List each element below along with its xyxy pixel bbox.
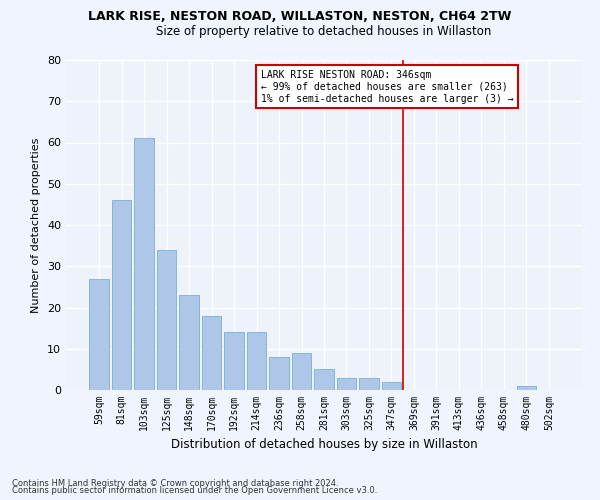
Bar: [247, 332, 266, 390]
Bar: [359, 378, 379, 390]
Bar: [89, 278, 109, 390]
Bar: [202, 316, 221, 390]
Text: Contains public sector information licensed under the Open Government Licence v3: Contains public sector information licen…: [12, 486, 377, 495]
Bar: [134, 138, 154, 390]
Bar: [382, 382, 401, 390]
Text: Contains HM Land Registry data © Crown copyright and database right 2024.: Contains HM Land Registry data © Crown c…: [12, 478, 338, 488]
Bar: [314, 370, 334, 390]
Text: LARK RISE NESTON ROAD: 346sqm
← 99% of detached houses are smaller (263)
1% of s: LARK RISE NESTON ROAD: 346sqm ← 99% of d…: [261, 70, 514, 104]
Bar: [337, 378, 356, 390]
Text: LARK RISE, NESTON ROAD, WILLASTON, NESTON, CH64 2TW: LARK RISE, NESTON ROAD, WILLASTON, NESTO…: [88, 10, 512, 23]
X-axis label: Distribution of detached houses by size in Willaston: Distribution of detached houses by size …: [170, 438, 478, 452]
Bar: [269, 357, 289, 390]
Bar: [224, 332, 244, 390]
Bar: [112, 200, 131, 390]
Bar: [292, 353, 311, 390]
Bar: [517, 386, 536, 390]
Y-axis label: Number of detached properties: Number of detached properties: [31, 138, 41, 312]
Bar: [157, 250, 176, 390]
Bar: [179, 295, 199, 390]
Title: Size of property relative to detached houses in Willaston: Size of property relative to detached ho…: [157, 25, 491, 38]
